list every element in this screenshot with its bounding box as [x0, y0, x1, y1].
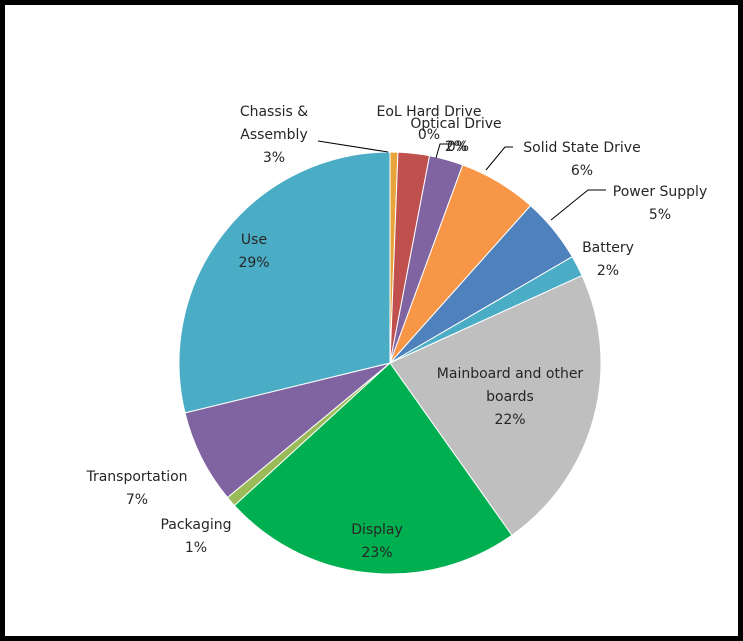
- leader-lines: [317, 140, 606, 221]
- leader-line-ssd: [485, 146, 513, 171]
- data-label-optical-drive: Optical Drive 2%: [410, 116, 501, 155]
- data-label-solid-state-drive: Solid State Drive 6%: [523, 140, 640, 179]
- pie-slice-mainboard-and-other-boards: [389, 274, 602, 536]
- pie-slice-display: [233, 362, 513, 575]
- data-label-eol-hard-drive: EoL Hard Drive 0%: [377, 104, 482, 143]
- pie-slice-use: [178, 151, 391, 414]
- data-label-packaging: Packaging 1%: [160, 517, 231, 556]
- data-labels: Chassis & Assembly 3% EoL Hard Drive 0%Optic…: [85, 104, 707, 561]
- data-label-extra-percent: 0%: [447, 139, 469, 155]
- leader-line-optical: [435, 143, 455, 159]
- leader-line-chassis: [317, 140, 389, 153]
- data-label-mainboard-and-other-boards: Mainboard and other boards 22%: [437, 366, 584, 428]
- data-label-use: Use 29%: [238, 232, 269, 271]
- data-label-battery: Battery 2%: [582, 240, 634, 279]
- leader-line-power: [550, 189, 606, 221]
- data-label-transportation: Transportation 7%: [85, 469, 187, 508]
- data-label-power-supply: Power Supply 5%: [613, 184, 708, 223]
- pie-slices: [178, 151, 602, 575]
- data-label-display: Display 23%: [351, 522, 403, 561]
- data-label-chassis-assembly: Chassis & Assembly 3%: [240, 104, 308, 166]
